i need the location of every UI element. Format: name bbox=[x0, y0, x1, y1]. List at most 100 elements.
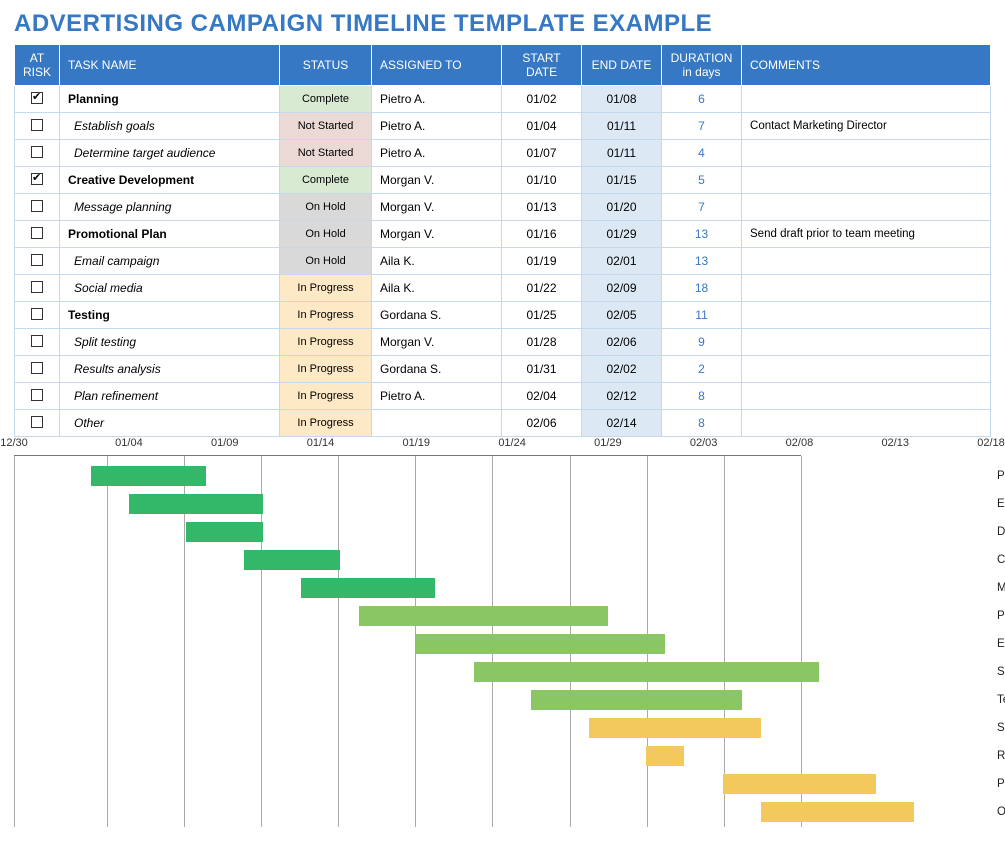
comments-cell bbox=[742, 302, 991, 329]
gantt-row: Creative Development bbox=[14, 546, 991, 574]
gantt-row: Determine target audience bbox=[14, 518, 991, 546]
assigned-cell: Morgan V. bbox=[372, 194, 502, 221]
gantt-row-label: Email campaign bbox=[997, 638, 1005, 650]
gantt-row: Establish goals bbox=[14, 490, 991, 518]
gantt-bar bbox=[761, 802, 914, 822]
gantt-bar bbox=[416, 634, 665, 654]
at-risk-checkbox[interactable] bbox=[31, 308, 43, 320]
gantt-axis-label: 12/30 bbox=[0, 437, 28, 449]
comments-cell bbox=[742, 248, 991, 275]
duration-cell: 8 bbox=[662, 383, 742, 410]
at-risk-checkbox[interactable] bbox=[31, 92, 43, 104]
assigned-cell: Morgan V. bbox=[372, 221, 502, 248]
col-start: START DATE bbox=[502, 45, 582, 86]
at-risk-checkbox[interactable] bbox=[31, 362, 43, 374]
at-risk-cell bbox=[15, 113, 60, 140]
gantt-axis-label: 01/14 bbox=[307, 437, 335, 449]
at-risk-cell bbox=[15, 275, 60, 302]
gantt-row: Message planning bbox=[14, 574, 991, 602]
col-assigned: ASSIGNED TO bbox=[372, 45, 502, 86]
table-row: OtherIn Progress02/0602/148 bbox=[15, 410, 991, 437]
gantt-axis-label: 02/13 bbox=[881, 437, 909, 449]
assigned-cell: Morgan V. bbox=[372, 167, 502, 194]
comments-cell bbox=[742, 167, 991, 194]
table-row: Split testingIn ProgressMorgan V.01/2802… bbox=[15, 329, 991, 356]
status-cell: In Progress bbox=[280, 383, 372, 410]
start-date-cell: 01/31 bbox=[502, 356, 582, 383]
duration-cell: 5 bbox=[662, 167, 742, 194]
task-name-cell: Testing bbox=[60, 302, 280, 329]
table-row: Social mediaIn ProgressAila K.01/2202/09… bbox=[15, 275, 991, 302]
status-cell: In Progress bbox=[280, 410, 372, 437]
at-risk-checkbox[interactable] bbox=[31, 389, 43, 401]
task-name-cell: Email campaign bbox=[60, 248, 280, 275]
task-name-text: Other bbox=[68, 416, 104, 430]
start-date-cell: 01/28 bbox=[502, 329, 582, 356]
gantt-axis-label: 01/04 bbox=[115, 437, 143, 449]
gantt-row-label: Message planning bbox=[997, 582, 1005, 594]
gantt-bar bbox=[129, 494, 263, 514]
status-cell: In Progress bbox=[280, 275, 372, 302]
task-name-text: Creative Development bbox=[68, 173, 194, 187]
gantt-bar bbox=[359, 606, 608, 626]
assigned-cell: Pietro A. bbox=[372, 140, 502, 167]
gantt-row: Results analysis bbox=[14, 742, 991, 770]
task-name-cell: Planning bbox=[60, 86, 280, 113]
at-risk-cell bbox=[15, 86, 60, 113]
gantt-row-label: Split testing bbox=[997, 722, 1005, 734]
gantt-axis-label: 02/03 bbox=[690, 437, 718, 449]
col-at-risk: AT RISK bbox=[15, 45, 60, 86]
gantt-axis-label: 01/09 bbox=[211, 437, 239, 449]
at-risk-checkbox[interactable] bbox=[31, 173, 43, 185]
table-row: Email campaignOn HoldAila K.01/1902/0113 bbox=[15, 248, 991, 275]
end-date-cell: 02/14 bbox=[582, 410, 662, 437]
gantt-row-label: Results analysis bbox=[997, 750, 1005, 762]
at-risk-checkbox[interactable] bbox=[31, 254, 43, 266]
comments-cell bbox=[742, 410, 991, 437]
comments-cell bbox=[742, 275, 991, 302]
gantt-row: Testing bbox=[14, 686, 991, 714]
at-risk-checkbox[interactable] bbox=[31, 227, 43, 239]
gantt-row-label: Determine target audience bbox=[997, 526, 1005, 538]
start-date-cell: 01/25 bbox=[502, 302, 582, 329]
gantt-row-label: Social media bbox=[997, 666, 1005, 678]
gantt-row: Email campaign bbox=[14, 630, 991, 658]
at-risk-cell bbox=[15, 356, 60, 383]
table-row: Establish goalsNot StartedPietro A.01/04… bbox=[15, 113, 991, 140]
task-name-text: Plan refinement bbox=[68, 389, 158, 403]
comments-cell bbox=[742, 329, 991, 356]
at-risk-checkbox[interactable] bbox=[31, 119, 43, 131]
page-title: ADVERTISING CAMPAIGN TIMELINE TEMPLATE E… bbox=[14, 10, 991, 38]
end-date-cell: 01/29 bbox=[582, 221, 662, 248]
end-date-cell: 01/20 bbox=[582, 194, 662, 221]
status-cell: Not Started bbox=[280, 113, 372, 140]
at-risk-cell bbox=[15, 140, 60, 167]
duration-cell: 7 bbox=[662, 194, 742, 221]
at-risk-checkbox[interactable] bbox=[31, 335, 43, 347]
at-risk-cell bbox=[15, 410, 60, 437]
gantt-axis-label: 01/19 bbox=[403, 437, 431, 449]
end-date-cell: 02/05 bbox=[582, 302, 662, 329]
task-name-text: Email campaign bbox=[68, 254, 159, 268]
at-risk-cell bbox=[15, 302, 60, 329]
assigned-cell: Pietro A. bbox=[372, 86, 502, 113]
at-risk-checkbox[interactable] bbox=[31, 146, 43, 158]
gantt-row: Social media bbox=[14, 658, 991, 686]
task-name-cell: Social media bbox=[60, 275, 280, 302]
end-date-cell: 01/11 bbox=[582, 140, 662, 167]
end-date-cell: 02/01 bbox=[582, 248, 662, 275]
gantt-bar bbox=[474, 662, 819, 682]
comments-cell bbox=[742, 86, 991, 113]
task-name-cell: Establish goals bbox=[60, 113, 280, 140]
gantt-bar bbox=[91, 466, 206, 486]
duration-cell: 4 bbox=[662, 140, 742, 167]
task-table: AT RISK TASK NAME STATUS ASSIGNED TO STA… bbox=[14, 44, 991, 437]
assigned-cell: Aila K. bbox=[372, 275, 502, 302]
gantt-row-label: Plan refinement bbox=[997, 778, 1005, 790]
gantt-row-label: Planning bbox=[997, 470, 1005, 482]
gantt-bar bbox=[723, 774, 876, 794]
at-risk-checkbox[interactable] bbox=[31, 281, 43, 293]
at-risk-checkbox[interactable] bbox=[31, 416, 43, 428]
at-risk-checkbox[interactable] bbox=[31, 200, 43, 212]
end-date-cell: 01/15 bbox=[582, 167, 662, 194]
